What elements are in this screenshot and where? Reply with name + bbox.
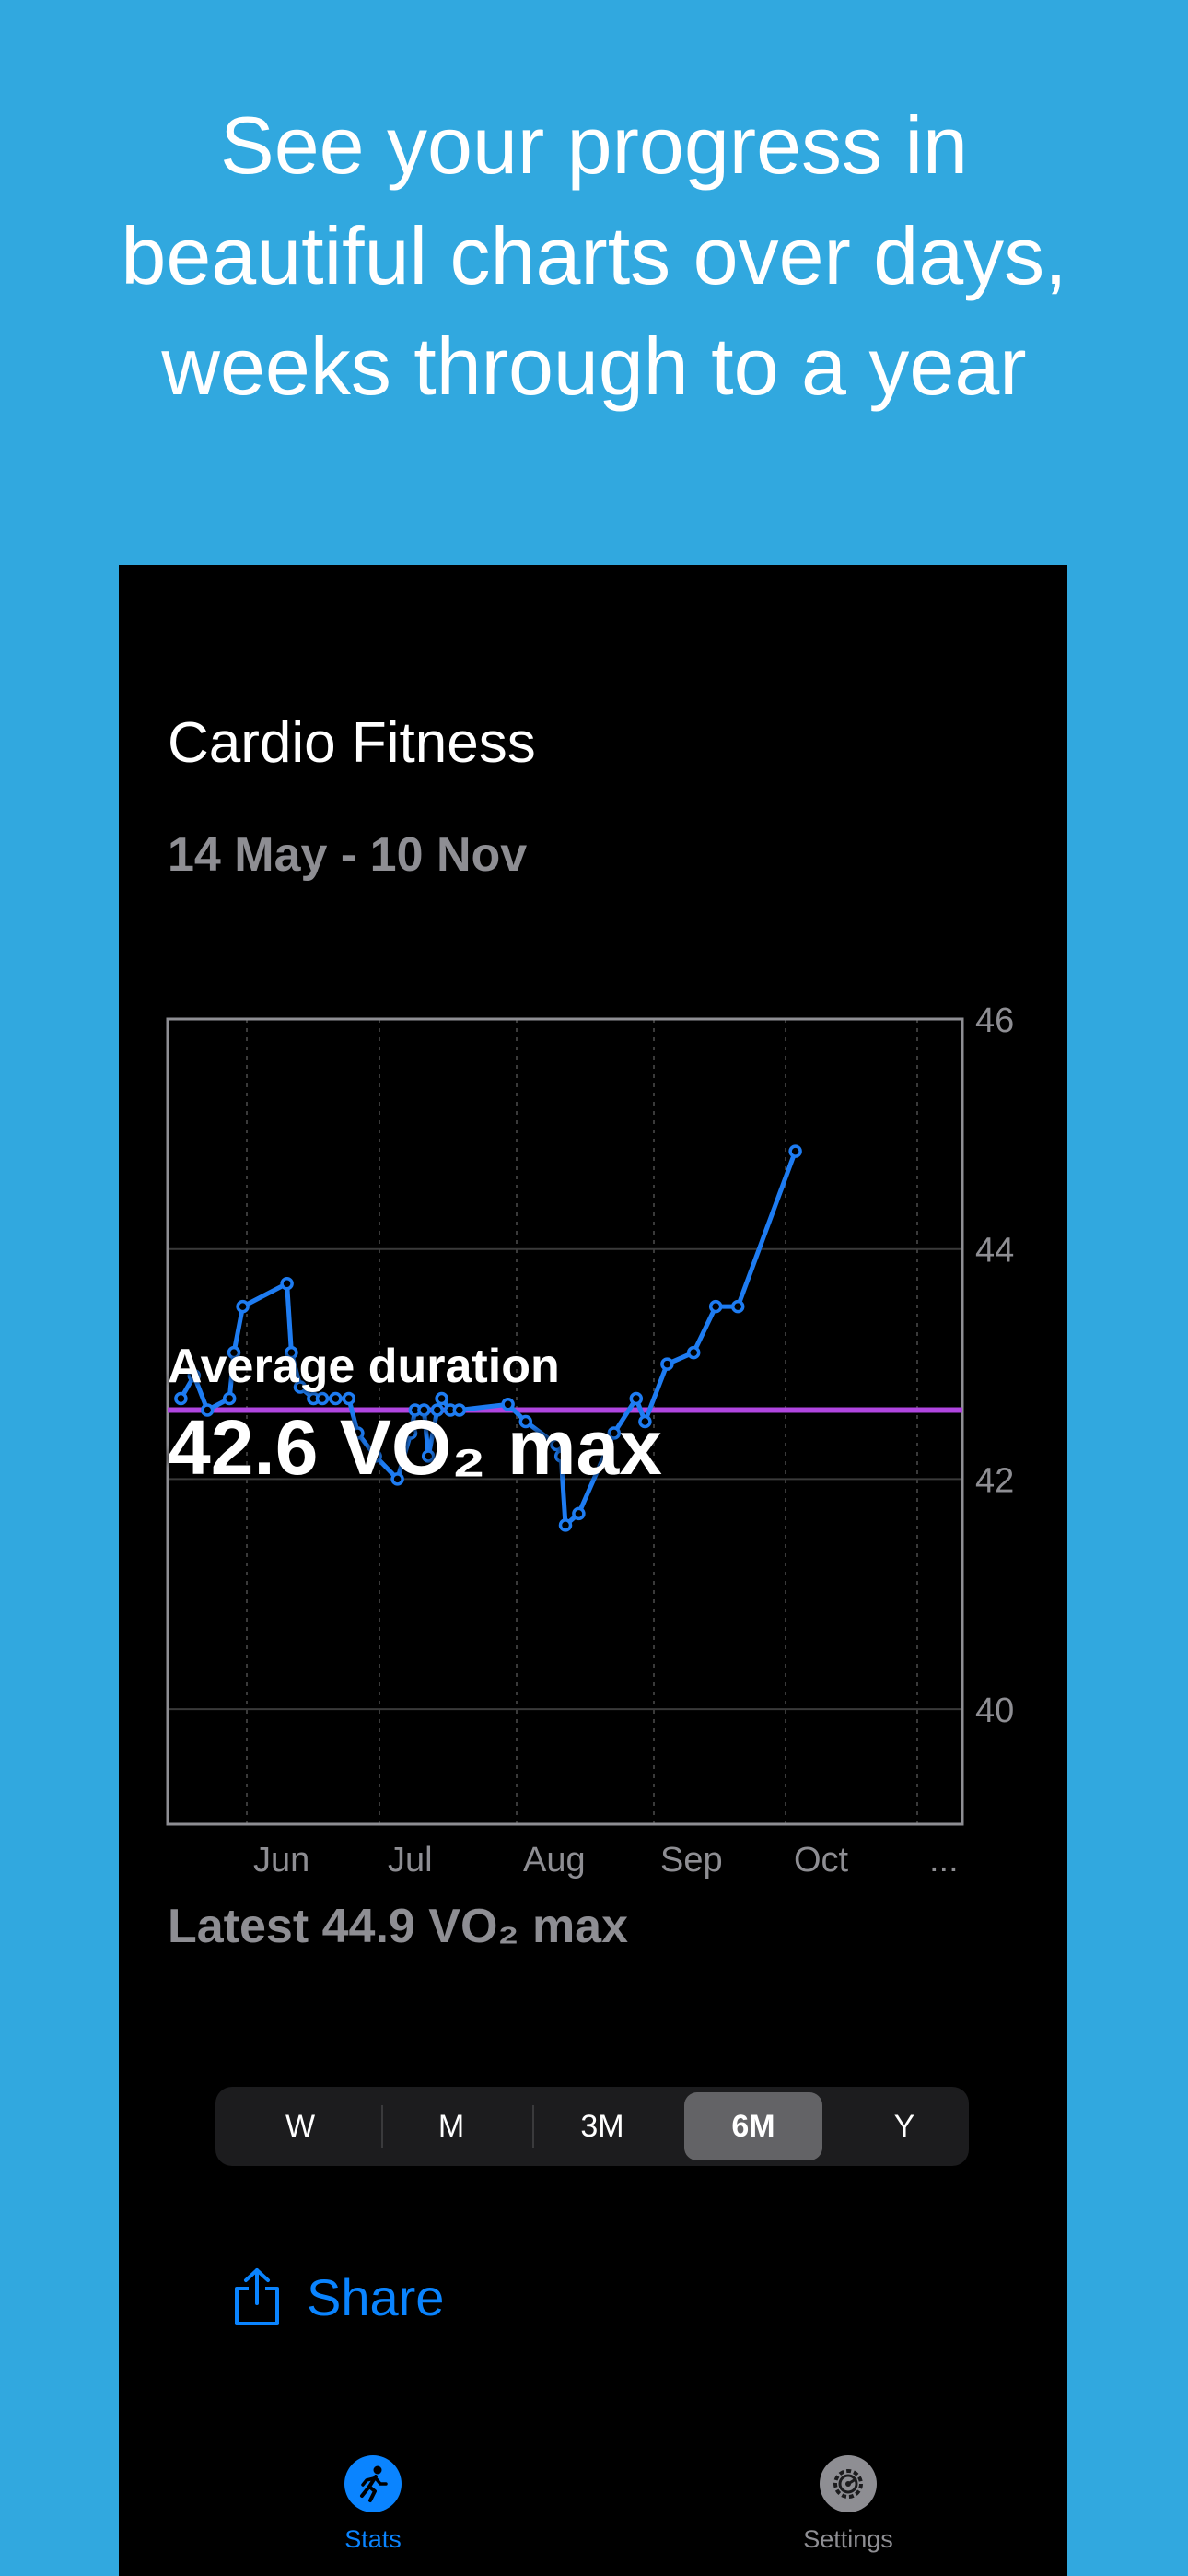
data-point [430, 1403, 445, 1417]
data-point [285, 1345, 298, 1360]
share-button[interactable]: Share [231, 2260, 444, 2334]
data-point [403, 1426, 418, 1440]
data-point [553, 1449, 568, 1463]
y-tick-label: 42 [975, 1461, 1014, 1500]
data-point [558, 1518, 573, 1532]
segment-month[interactable]: M [437, 2109, 465, 2144]
y-tick-label: 46 [975, 1001, 1014, 1040]
page-title: Cardio Fitness [168, 711, 536, 775]
data-point [435, 1391, 448, 1406]
data-point [280, 1276, 294, 1291]
date-range: 14 May - 10 Nov [168, 828, 528, 882]
data-point [660, 1357, 674, 1371]
tab-stats-label: Stats [344, 2525, 402, 2553]
promo-headline: See your progress in beautiful charts ov… [0, 90, 1188, 422]
running-figure-icon [344, 2455, 402, 2512]
x-tick-label: Oct [794, 1841, 849, 1879]
time-range-segmented-control[interactable]: W M 3M 6M Y [215, 2087, 969, 2166]
data-point [629, 1391, 644, 1406]
data-point [518, 1414, 533, 1429]
x-tick-label: Sep [660, 1841, 723, 1879]
segment-week[interactable]: W [285, 2109, 316, 2144]
x-tick-label: Jun [253, 1841, 309, 1879]
data-point [222, 1391, 237, 1406]
latest-value: Latest 44.9 VO₂ max [168, 1900, 629, 1953]
tab-settings[interactable]: Settings [747, 2455, 949, 2554]
data-point [390, 1472, 404, 1486]
average-label: Average duration [168, 1340, 560, 1393]
x-tick-label: Jul [388, 1841, 433, 1879]
tab-settings-label: Settings [803, 2525, 893, 2553]
data-point [686, 1345, 701, 1360]
tab-stats[interactable]: Stats [272, 2455, 474, 2554]
data-point [187, 1368, 202, 1383]
segment-6-months[interactable]: 6M [684, 2092, 822, 2160]
data-point [572, 1506, 586, 1521]
data-point [638, 1414, 652, 1429]
headline-line-1: See your progress in [220, 100, 968, 191]
x-tick-label: ... [929, 1841, 959, 1879]
data-point [351, 1426, 365, 1440]
segment-divider [532, 2105, 534, 2148]
y-tick-label: 44 [975, 1232, 1014, 1270]
series-line [179, 1150, 798, 1528]
headline-line-2: beautiful charts over days, [121, 210, 1067, 301]
average-value: 42.6 VO₂ max [168, 1404, 662, 1491]
y-tick-label: 40 [975, 1692, 1014, 1730]
share-label: Share [307, 2267, 445, 2326]
data-point [227, 1345, 241, 1360]
data-point [329, 1391, 343, 1406]
data-point [501, 1398, 515, 1411]
data-point [236, 1299, 250, 1314]
data-point [550, 1437, 564, 1452]
data-point [417, 1403, 431, 1417]
data-point [293, 1380, 308, 1394]
plot-frame [166, 1017, 964, 1826]
share-icon [235, 2268, 279, 2325]
data-point [421, 1449, 436, 1463]
data-point [315, 1391, 330, 1406]
data-point [452, 1403, 467, 1417]
data-point [788, 1144, 802, 1158]
data-point [342, 1391, 356, 1406]
headline-line-3: weeks through to a year [161, 321, 1027, 412]
data-point [607, 1426, 622, 1440]
data-point [174, 1391, 188, 1406]
phone-screen: Cardio Fitness 14 May - 10 Nov 46 44 42 40 J… [119, 565, 1067, 2576]
data-point [368, 1449, 382, 1463]
segment-year[interactable]: Y [893, 2109, 915, 2144]
vo2-max-chart: 46 44 42 40 Jun Jul Aug Sep Oct... [166, 1001, 1014, 1879]
gear-icon [820, 2455, 877, 2512]
data-point [730, 1299, 745, 1314]
data-point [708, 1299, 723, 1314]
x-tick-label: Aug [523, 1841, 586, 1879]
data-point [200, 1403, 215, 1417]
segment-3-months[interactable]: 3M [580, 2109, 624, 2144]
segment-divider [381, 2105, 383, 2148]
